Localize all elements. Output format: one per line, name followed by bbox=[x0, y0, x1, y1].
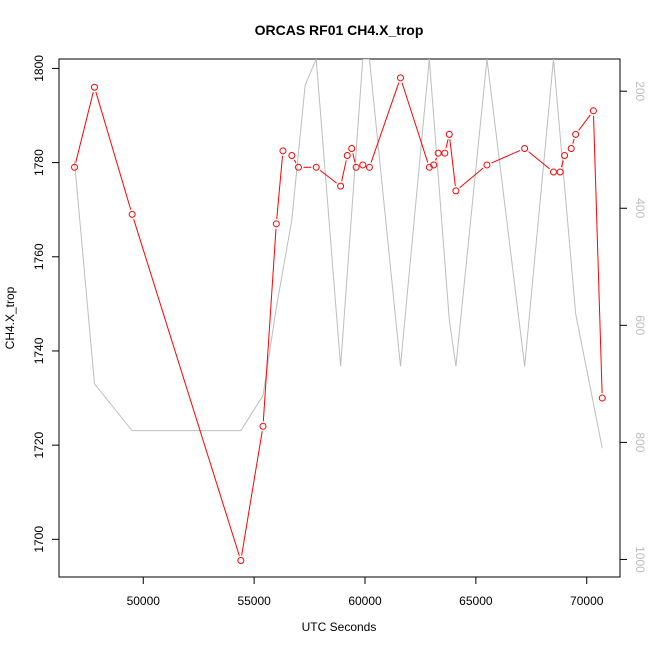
y-axis: 1700 1720 1740 1760 1780 1800 bbox=[32, 55, 59, 553]
series-0-segment bbox=[528, 151, 550, 170]
series-0-segment bbox=[578, 114, 591, 131]
data-point bbox=[396, 74, 404, 82]
series-0-segment bbox=[341, 160, 347, 182]
series-1-segment bbox=[524, 59, 554, 367]
data-point bbox=[343, 152, 351, 160]
series-0-segment bbox=[491, 150, 521, 164]
x-tick-label: 70000 bbox=[570, 594, 604, 608]
x-tick-label: 60000 bbox=[348, 594, 382, 608]
data-point bbox=[237, 557, 245, 565]
x-axis: 50000 55000 60000 65000 70000 bbox=[127, 577, 604, 608]
series-0-segment bbox=[276, 155, 284, 219]
chart-title: ORCAS RF01 CH4.X_trop bbox=[255, 22, 424, 38]
data-point bbox=[337, 182, 345, 190]
data-point bbox=[279, 147, 287, 155]
data-point bbox=[567, 144, 575, 152]
data-point bbox=[365, 163, 373, 171]
data-point bbox=[71, 163, 79, 171]
series-1-segment bbox=[94, 383, 133, 431]
data-point bbox=[556, 168, 564, 176]
series-1-segment bbox=[340, 59, 364, 367]
series-1-segment bbox=[275, 219, 293, 308]
series-0-segment bbox=[593, 115, 603, 394]
series-1-segment bbox=[552, 59, 577, 314]
y2-tick-label: 400 bbox=[633, 198, 647, 218]
series-1-segment bbox=[262, 307, 277, 396]
y-tick-label: 1720 bbox=[32, 431, 46, 458]
series-0-segment bbox=[370, 82, 400, 163]
series-1-segment bbox=[399, 59, 430, 367]
left-axis-series bbox=[71, 74, 606, 565]
y-tick-label: 1800 bbox=[32, 55, 46, 82]
y-tick-label: 1700 bbox=[32, 526, 46, 553]
series-0-segment bbox=[352, 153, 356, 163]
series-1-segment bbox=[74, 161, 95, 384]
series-0-segment bbox=[262, 228, 277, 422]
data-point bbox=[521, 144, 529, 152]
y2-tick-label: 600 bbox=[633, 315, 647, 335]
y2-tick-label: 200 bbox=[633, 81, 647, 101]
series-1-segment bbox=[448, 319, 457, 367]
data-point bbox=[312, 163, 320, 171]
right-y-axis: 200 400 600 800 1000 bbox=[620, 81, 647, 573]
series-1-segment bbox=[240, 395, 264, 431]
x-tick-label: 65000 bbox=[459, 594, 493, 608]
series-1-segment bbox=[304, 59, 317, 86]
right-axis-series bbox=[74, 59, 603, 449]
series-1-segment bbox=[291, 85, 306, 221]
series-1-segment bbox=[428, 59, 450, 320]
x-tick-label: 50000 bbox=[127, 594, 161, 608]
data-point bbox=[589, 107, 597, 115]
data-point bbox=[549, 168, 557, 176]
y-axis-label: CH4.X_trop bbox=[3, 286, 17, 349]
y2-tick-label: 1000 bbox=[633, 546, 647, 573]
data-point bbox=[430, 161, 438, 169]
data-point bbox=[128, 210, 136, 218]
data-point bbox=[288, 152, 296, 160]
data-point bbox=[572, 130, 580, 138]
series-0-segment bbox=[459, 167, 484, 189]
data-point bbox=[434, 149, 442, 157]
x-axis-label: UTC Seconds bbox=[302, 620, 377, 634]
series-1-segment bbox=[368, 59, 401, 367]
data-point bbox=[348, 144, 356, 152]
data-point bbox=[259, 422, 267, 430]
data-point bbox=[359, 161, 367, 169]
series-0-segment bbox=[449, 139, 456, 186]
data-point bbox=[90, 83, 98, 91]
series-0-segment bbox=[293, 159, 297, 164]
series-1-segment bbox=[486, 59, 526, 367]
data-point bbox=[441, 149, 449, 157]
data-point bbox=[272, 220, 280, 228]
y-tick-label: 1740 bbox=[32, 337, 46, 364]
series-0-segment bbox=[241, 431, 263, 556]
series-0-segment bbox=[319, 169, 337, 184]
series-0-segment bbox=[560, 160, 564, 168]
y-tick-label: 1760 bbox=[32, 243, 46, 270]
series-0-segment bbox=[445, 139, 449, 149]
series-0-segment bbox=[133, 219, 240, 556]
y2-tick-label: 800 bbox=[633, 432, 647, 452]
data-point bbox=[452, 187, 460, 195]
series-1-segment bbox=[315, 59, 342, 367]
y-tick-label: 1780 bbox=[32, 149, 46, 176]
series-0-segment bbox=[95, 91, 132, 210]
series-0-segment bbox=[401, 82, 429, 163]
data-point bbox=[561, 152, 569, 160]
data-point bbox=[598, 394, 606, 402]
series-0-segment bbox=[435, 157, 437, 161]
series-1-segment bbox=[455, 59, 488, 367]
data-point bbox=[352, 163, 360, 171]
series-0-segment bbox=[572, 138, 575, 144]
x-tick-label: 55000 bbox=[237, 594, 271, 608]
data-point bbox=[294, 163, 302, 171]
data-point bbox=[445, 130, 453, 138]
series-0-segment bbox=[75, 91, 94, 163]
plot-area-border bbox=[58, 58, 621, 578]
series-1-segment bbox=[575, 313, 603, 449]
data-point bbox=[483, 161, 491, 169]
